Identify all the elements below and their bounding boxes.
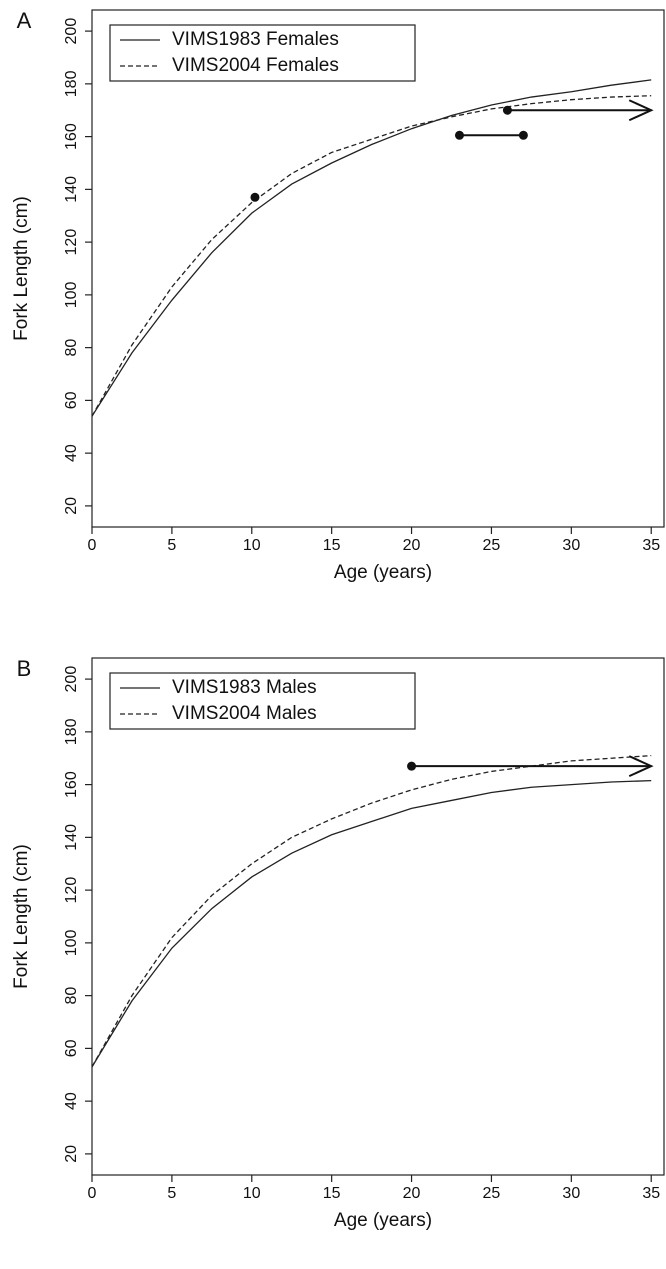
x-tick-label: 20 — [403, 1185, 421, 1202]
legend-label: VIMS2004 Males — [172, 703, 317, 724]
x-axis-label: Age (years) — [334, 562, 432, 583]
x-tick-label: 10 — [243, 537, 261, 554]
y-tick-label: 20 — [63, 1145, 80, 1163]
plot-frame — [91, 9, 665, 528]
x-tick-label: 10 — [243, 1185, 261, 1202]
x-tick-label: 35 — [642, 537, 660, 554]
y-tick-label: 60 — [63, 391, 80, 409]
x-tick-label: 15 — [323, 537, 341, 554]
y-tick-label: 60 — [63, 1039, 80, 1057]
y-tick-label: 180 — [63, 70, 80, 97]
series-line — [91, 754, 652, 1068]
legend-label: VIMS1983 Males — [172, 677, 317, 698]
y-tick-label: 20 — [63, 497, 80, 515]
arrow-head — [628, 99, 654, 122]
series-line — [91, 95, 652, 417]
legend-label: VIMS2004 Females — [172, 55, 339, 76]
x-tick-label: 25 — [483, 537, 501, 554]
y-tick-label: 80 — [63, 339, 80, 357]
panel-label: A — [17, 8, 32, 33]
y-tick-label: 80 — [63, 987, 80, 1005]
y-tick-label: 120 — [63, 877, 80, 904]
arrow-start — [502, 105, 512, 115]
y-tick-label: 40 — [63, 444, 80, 462]
x-tick-label: 25 — [483, 1185, 501, 1202]
arrow-head — [628, 755, 654, 778]
y-tick-label: 160 — [63, 123, 80, 150]
y-tick-label: 140 — [63, 824, 80, 851]
series-line — [91, 780, 652, 1068]
interval-end — [454, 130, 464, 140]
y-tick-label: 200 — [63, 666, 80, 693]
x-tick-label: 35 — [642, 1185, 660, 1202]
y-tick-label: 140 — [63, 176, 80, 203]
legend-label: VIMS1983 Females — [172, 29, 339, 50]
y-axis-label: Fork Length (cm) — [11, 844, 32, 989]
y-tick-label: 180 — [63, 718, 80, 745]
y-axis-label: Fork Length (cm) — [11, 196, 32, 341]
series-line — [91, 79, 652, 417]
interval-end — [518, 130, 528, 140]
y-tick-label: 160 — [63, 771, 80, 798]
plot-frame — [91, 657, 665, 1176]
x-axis-label: Age (years) — [334, 1210, 432, 1231]
x-tick-label: 5 — [167, 537, 176, 554]
observation-point — [250, 192, 260, 202]
y-tick-label: 100 — [63, 929, 80, 956]
arrow-start — [407, 761, 417, 771]
panel-label: B — [17, 656, 32, 681]
x-tick-label: 30 — [562, 537, 580, 554]
x-tick-label: 30 — [562, 1185, 580, 1202]
x-tick-label: 20 — [403, 537, 421, 554]
legend-box — [109, 672, 416, 730]
y-tick-label: 120 — [63, 229, 80, 256]
legend-box — [109, 24, 416, 82]
x-tick-label: 0 — [88, 1185, 97, 1202]
y-tick-label: 100 — [63, 281, 80, 308]
y-tick-label: 40 — [63, 1092, 80, 1110]
x-tick-label: 5 — [167, 1185, 176, 1202]
y-tick-label: 200 — [63, 18, 80, 45]
x-tick-label: 15 — [323, 1185, 341, 1202]
x-tick-label: 0 — [88, 537, 97, 554]
